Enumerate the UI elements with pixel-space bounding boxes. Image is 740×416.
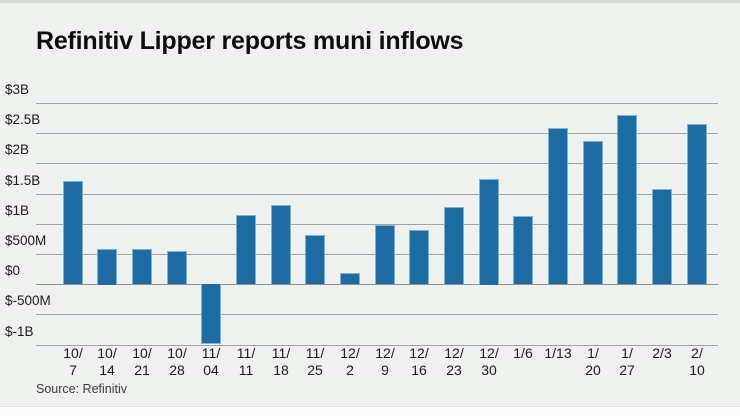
bar-12-9 (375, 225, 395, 284)
bar-11-18 (271, 205, 291, 284)
chart-title: Refinitiv Lipper reports muni inflows (36, 27, 464, 55)
x-axis-label: 12/ 16 (409, 345, 429, 378)
bar-2-3 (652, 189, 672, 284)
gridline-1B (36, 224, 718, 225)
bar-2-10 (687, 124, 707, 284)
x-axis-label: 2/3 (652, 345, 672, 361)
y-axis-label: $2B (5, 142, 30, 157)
x-axis-label: 1/13 (544, 345, 572, 361)
bar-1-6 (513, 216, 533, 284)
gridline-3B (36, 103, 718, 104)
bar-11-25 (305, 235, 325, 284)
x-axis-label: 12/ 30 (479, 345, 499, 378)
x-axis-label: 10/ 21 (132, 345, 152, 378)
bar-12-23 (444, 207, 464, 284)
x-axis-label: 2/ 10 (689, 345, 705, 378)
bar-10-28 (167, 251, 187, 284)
x-axis-label: 1/6 (513, 345, 533, 361)
gridline-2B (36, 163, 718, 164)
y-axis-label: $-1B (5, 324, 34, 339)
gridline--1B (36, 345, 718, 346)
gridline--500M (36, 314, 718, 315)
y-axis-label: $500M (5, 233, 47, 248)
x-axis-label: 1/ 27 (619, 345, 635, 378)
x-axis-label: 11/ 25 (305, 345, 325, 378)
gridline-0 (36, 284, 718, 285)
y-axis-label: $3B (5, 82, 30, 97)
x-axis-label: 1/ 20 (585, 345, 601, 378)
bar-1-20 (583, 141, 603, 284)
y-axis-label: $-500M (5, 293, 51, 308)
x-axis-label: 10/ 7 (63, 345, 83, 378)
bar-12-16 (409, 230, 429, 284)
x-axis-label: 12/ 2 (340, 345, 360, 378)
bar-10-14 (97, 249, 117, 285)
bar-10-7 (63, 181, 83, 284)
source-caption: Source: Refinitiv (36, 382, 128, 396)
x-axis-label: 10/ 28 (167, 345, 187, 378)
bar-11-04 (201, 284, 221, 344)
x-axis-label: 11/ 18 (271, 345, 291, 378)
top-border-strip (0, 0, 740, 3)
y-axis-label: $2.5B (5, 112, 41, 127)
gridline-1.5B (36, 194, 718, 195)
x-axis-label: 12/ 23 (444, 345, 464, 378)
y-axis-label: $1.5B (5, 173, 41, 188)
x-axis-label: 11/ 11 (236, 345, 256, 378)
bar-12-2 (340, 273, 360, 284)
bar-1-27 (617, 115, 637, 284)
bottom-margin-strip (0, 406, 740, 416)
bar-1-13 (548, 128, 568, 284)
y-axis-label: $1B (5, 203, 30, 218)
y-axis-label: $0 (5, 263, 21, 278)
gridline-2.5B (36, 133, 718, 134)
x-axis-label: 10/ 14 (97, 345, 117, 378)
x-axis-label: 11/ 04 (201, 345, 221, 378)
x-axis-label: 12/ 9 (375, 345, 395, 378)
bar-12-30 (479, 179, 499, 285)
bar-11-11 (236, 215, 256, 284)
bar-10-21 (132, 249, 152, 284)
